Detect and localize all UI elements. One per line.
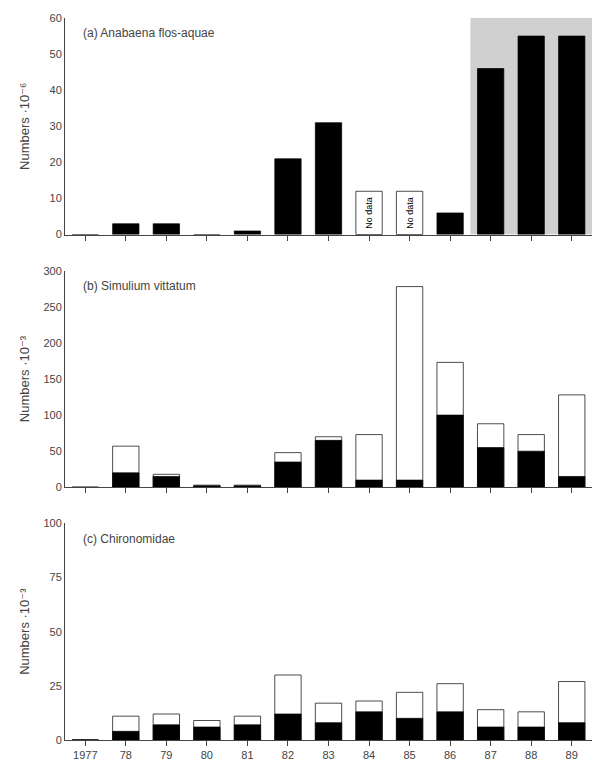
svg-text:80: 80 xyxy=(201,749,213,761)
svg-text:(b) Simulium vittatum: (b) Simulium vittatum xyxy=(83,279,196,293)
svg-text:100: 100 xyxy=(43,409,61,421)
svg-text:Numbers ·10⁻⁶: Numbers ·10⁻⁶ xyxy=(17,83,32,170)
svg-text:89: 89 xyxy=(566,749,578,761)
svg-text:20: 20 xyxy=(50,156,62,168)
svg-text:50: 50 xyxy=(50,626,62,638)
svg-text:250: 250 xyxy=(43,301,61,313)
svg-text:60: 60 xyxy=(50,12,62,24)
svg-text:150: 150 xyxy=(43,373,61,385)
svg-text:78: 78 xyxy=(120,749,132,761)
svg-text:0: 0 xyxy=(56,734,62,746)
svg-text:100: 100 xyxy=(43,517,61,529)
svg-text:No data: No data xyxy=(405,197,415,229)
svg-text:50: 50 xyxy=(50,445,62,457)
svg-text:25: 25 xyxy=(50,680,62,692)
svg-text:79: 79 xyxy=(160,749,172,761)
svg-text:86: 86 xyxy=(444,749,456,761)
svg-text:1977: 1977 xyxy=(73,749,97,761)
svg-text:50: 50 xyxy=(50,48,62,60)
svg-text:81: 81 xyxy=(241,749,253,761)
svg-text:85: 85 xyxy=(403,749,415,761)
svg-text:82: 82 xyxy=(282,749,294,761)
svg-text:300: 300 xyxy=(43,265,61,277)
svg-text:40: 40 xyxy=(50,84,62,96)
svg-text:88: 88 xyxy=(525,749,537,761)
svg-text:75: 75 xyxy=(50,571,62,583)
svg-text:Numbers ·10⁻³: Numbers ·10⁻³ xyxy=(17,588,32,675)
svg-text:83: 83 xyxy=(322,749,334,761)
svg-text:0: 0 xyxy=(56,228,62,240)
svg-text:10: 10 xyxy=(50,192,62,204)
svg-text:30: 30 xyxy=(50,120,62,132)
svg-text:No data: No data xyxy=(364,197,374,229)
svg-text:(a) Anabaena flos-aquae: (a) Anabaena flos-aquae xyxy=(83,26,215,40)
svg-text:200: 200 xyxy=(43,337,61,349)
svg-text:87: 87 xyxy=(485,749,497,761)
svg-text:(c) Chironomidae: (c) Chironomidae xyxy=(83,532,175,546)
svg-text:84: 84 xyxy=(363,749,375,761)
svg-text:Numbers ·10⁻³: Numbers ·10⁻³ xyxy=(17,335,32,422)
svg-text:0: 0 xyxy=(56,481,62,493)
